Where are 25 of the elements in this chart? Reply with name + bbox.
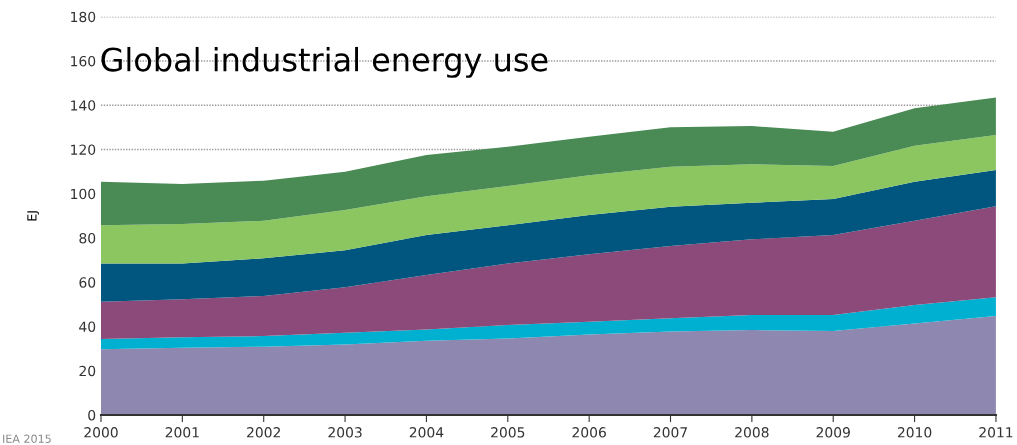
x-tick-label: 2003 <box>328 427 362 438</box>
y-tick-label: 80 <box>79 232 96 244</box>
x-tick-label: 2000 <box>84 427 118 438</box>
x-tick-label: 2010 <box>897 427 932 438</box>
y-tick-label: 20 <box>79 365 96 377</box>
y-tick-label: 60 <box>79 277 96 288</box>
y-tick-label: 0 <box>88 409 96 421</box>
y-tick-label: 100 <box>71 188 96 200</box>
y-tick-label: 40 <box>79 321 96 332</box>
x-tick-label: 2009 <box>816 427 850 438</box>
x-tick-label: 2007 <box>653 427 687 438</box>
x-tick-label: 2011 <box>979 427 1013 438</box>
y-tick-label: 180 <box>71 11 96 23</box>
x-tick-label: 2001 <box>165 427 199 438</box>
y-tick-label: 160 <box>71 55 96 67</box>
x-tick-label: 2008 <box>735 427 769 438</box>
y-tick-label: 120 <box>71 144 96 155</box>
text: IEA 2015 <box>3 434 51 443</box>
text: Global industrial energy use <box>101 46 548 78</box>
y-tick-label: 140 <box>71 100 96 111</box>
y-axis-title: EJ <box>27 211 39 221</box>
x-tick-label: 2002 <box>247 427 280 438</box>
x-tick-label: 2004 <box>409 427 444 438</box>
x-tick-label: 2006 <box>572 427 606 438</box>
x-tick-label: 2005 <box>491 427 525 438</box>
